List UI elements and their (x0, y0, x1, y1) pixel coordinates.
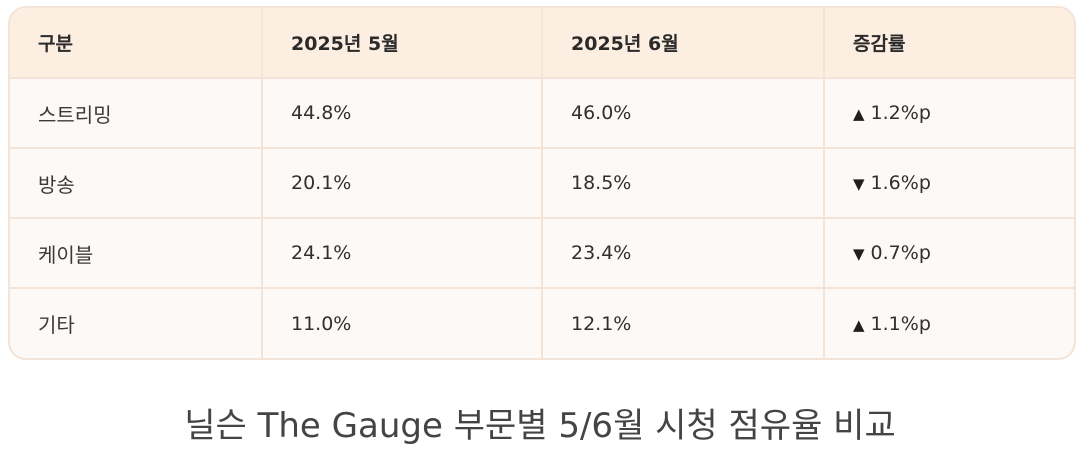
table-header-row: 구분 2025년 5월 2025년 6월 증감률 (10, 8, 1074, 79)
table-row: 기타 11.0% 12.1% ▲ 1.1%p (10, 288, 1074, 358)
header-june: 2025년 6월 (542, 8, 825, 79)
row-may-value: 24.1% (262, 218, 543, 289)
row-june-value: 18.5% (542, 148, 825, 219)
share-table-container: 구분 2025년 5월 2025년 6월 증감률 스트리밍 44.8% 46.0… (8, 6, 1076, 360)
row-june-value: 12.1% (542, 288, 825, 358)
row-change-value: 0.7%p (870, 242, 931, 264)
down-arrow-icon: ▼ (853, 245, 865, 263)
up-arrow-icon: ▲ (853, 315, 865, 334)
row-may-value: 20.1% (262, 148, 543, 219)
row-category: 케이블 (10, 218, 263, 289)
row-june-value: 46.0% (542, 78, 825, 149)
row-may-value: 11.0% (262, 288, 543, 358)
row-change-value: 1.6%p (870, 172, 931, 194)
up-arrow-icon: ▲ (853, 105, 865, 123)
table-row: 방송 20.1% 18.5% ▼ 1.6%p (10, 148, 1074, 219)
row-june-value: 23.4% (542, 218, 825, 289)
row-change: ▲ 1.2%p (824, 78, 1074, 149)
header-may: 2025년 5월 (262, 8, 543, 79)
row-change: ▼ 1.6%p (824, 148, 1074, 219)
row-category: 방송 (10, 148, 263, 219)
row-may-value: 44.8% (262, 78, 543, 149)
row-category: 스트리밍 (10, 78, 263, 149)
row-change: ▼ 0.7%p (824, 218, 1074, 289)
row-change-value: 1.2%p (870, 102, 931, 124)
row-category: 기타 (10, 288, 263, 358)
table-row: 스트리밍 44.8% 46.0% ▲ 1.2%p (10, 78, 1074, 149)
header-change: 증감률 (824, 8, 1074, 79)
down-arrow-icon: ▼ (853, 175, 865, 193)
image-caption: 닐슨 The Gauge 부문별 5/6월 시청 점유율 비교 (184, 406, 896, 446)
row-change-value: 1.1%p (870, 312, 931, 335)
header-category: 구분 (10, 8, 263, 79)
share-table: 구분 2025년 5월 2025년 6월 증감률 스트리밍 44.8% 46.0… (10, 8, 1074, 358)
table-row: 케이블 24.1% 23.4% ▼ 0.7%p (10, 218, 1074, 289)
row-change: ▲ 1.1%p (824, 288, 1074, 358)
